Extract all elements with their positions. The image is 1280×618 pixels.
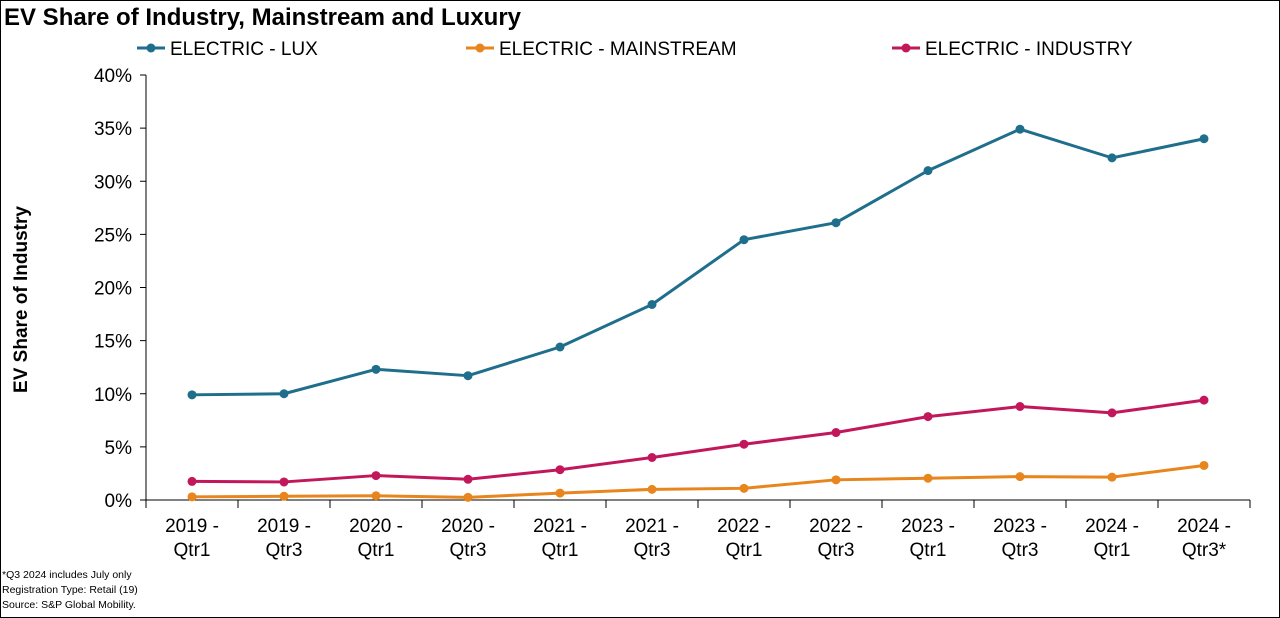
- x-tick-label: 2021 -Qtr1: [533, 516, 587, 561]
- data-point: [923, 412, 933, 422]
- data-point: [463, 474, 473, 484]
- data-point: [279, 477, 289, 487]
- series-line: [190, 127, 1206, 397]
- legend-marker: [475, 43, 485, 53]
- legend-marker: [901, 43, 911, 53]
- data-point: [187, 492, 197, 502]
- y-tick-label: 0%: [105, 491, 133, 512]
- series-line: [190, 463, 1206, 499]
- x-tick-label: 2021 -Qtr3: [625, 516, 679, 561]
- y-tick-label: 10%: [94, 385, 132, 406]
- footnote-registration: Registration Type: Retail (19): [2, 584, 138, 596]
- data-point: [187, 476, 197, 486]
- x-tick-label: 2022 -Qtr1: [717, 516, 771, 561]
- footnote-q3: *Q3 2024 includes July only: [2, 569, 132, 581]
- data-point: [371, 471, 381, 481]
- legend-label: ELECTRIC - INDUSTRY: [925, 39, 1133, 60]
- data-point: [923, 473, 933, 483]
- x-tick-label: 2024 -Qtr3*: [1177, 516, 1231, 561]
- data-point: [1107, 408, 1117, 418]
- x-tick-label: 2020 -Qtr1: [349, 516, 403, 561]
- data-point: [1199, 395, 1209, 405]
- data-point: [279, 491, 289, 501]
- data-point: [647, 300, 657, 309]
- data-point: [739, 483, 749, 493]
- data-point: [1015, 472, 1025, 482]
- x-tick-label: 2019 -Qtr3: [257, 516, 311, 561]
- data-point: [647, 453, 657, 462]
- x-tick-label: 2019 -Qtr1: [165, 516, 219, 561]
- data-point: [1015, 402, 1025, 411]
- data-point: [371, 364, 381, 374]
- data-point: [555, 465, 565, 475]
- footnote-source: Source: S&P Global Mobility.: [2, 599, 136, 611]
- series-line: [190, 398, 1206, 484]
- x-tick-label: 2024 -Qtr1: [1085, 516, 1139, 561]
- x-tick-label: 2022 -Qtr3: [809, 516, 863, 561]
- data-point: [831, 475, 841, 485]
- data-point: [555, 342, 565, 352]
- y-tick-label: 15%: [94, 332, 132, 353]
- legend-marker: [146, 43, 156, 53]
- y-tick-label: 40%: [94, 66, 132, 87]
- data-point: [1199, 134, 1209, 144]
- data-point: [923, 166, 933, 176]
- data-point: [1107, 472, 1117, 482]
- data-point: [279, 389, 289, 399]
- data-point: [831, 428, 841, 438]
- x-tick-label: 2023 -Qtr3: [993, 516, 1047, 561]
- data-point: [739, 439, 749, 449]
- chart-title: EV Share of Industry, Mainstream and Lux…: [4, 4, 522, 31]
- x-tick-label: 2020 -Qtr3: [441, 516, 495, 561]
- data-point: [463, 492, 473, 502]
- data-point: [187, 390, 197, 400]
- data-point: [831, 218, 841, 228]
- data-point: [647, 484, 657, 494]
- y-tick-label: 30%: [94, 172, 132, 193]
- y-tick-label: 5%: [105, 438, 133, 459]
- y-tick-label: 25%: [94, 225, 132, 246]
- y-axis-label: EV Share of Industry: [11, 206, 32, 393]
- legend-label: ELECTRIC - MAINSTREAM: [499, 39, 737, 60]
- legend-label: ELECTRIC - LUX: [170, 39, 318, 60]
- data-point: [463, 371, 473, 381]
- y-tick-label: 20%: [94, 279, 132, 300]
- data-point: [739, 235, 749, 245]
- data-point: [1015, 124, 1025, 134]
- data-point: [1107, 153, 1117, 163]
- data-point: [555, 488, 565, 498]
- x-tick-label: 2023 -Qtr1: [901, 516, 955, 561]
- y-tick-label: 35%: [94, 119, 132, 140]
- data-point: [371, 491, 381, 501]
- data-point: [1199, 460, 1209, 470]
